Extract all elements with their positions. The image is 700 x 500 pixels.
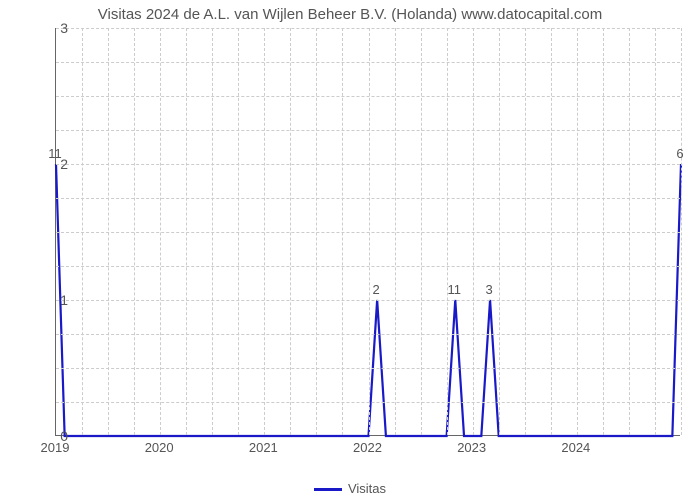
- data-point-label: 6: [676, 146, 683, 161]
- chart-title: Visitas 2024 de A.L. van Wijlen Beheer B…: [0, 6, 700, 23]
- x-tick-label: 2023: [457, 440, 486, 455]
- y-tick-label: 1: [50, 292, 68, 308]
- x-tick-label: 2020: [145, 440, 174, 455]
- x-tick-label: 2022: [353, 440, 382, 455]
- legend-label: Visitas: [348, 481, 386, 496]
- x-tick-label: 2019: [41, 440, 70, 455]
- data-point-label: 11: [48, 146, 62, 161]
- legend: Visitas: [0, 481, 700, 496]
- x-tick-label: 2024: [561, 440, 590, 455]
- y-tick-label: 3: [50, 20, 68, 36]
- data-point-label: 11: [448, 282, 462, 297]
- data-point-label: 2: [373, 282, 380, 297]
- data-point-label: 3: [485, 282, 492, 297]
- x-tick-label: 2021: [249, 440, 278, 455]
- legend-swatch: [314, 488, 342, 491]
- plot-area: [55, 28, 680, 436]
- chart-container: Visitas 2024 de A.L. van Wijlen Beheer B…: [0, 0, 700, 500]
